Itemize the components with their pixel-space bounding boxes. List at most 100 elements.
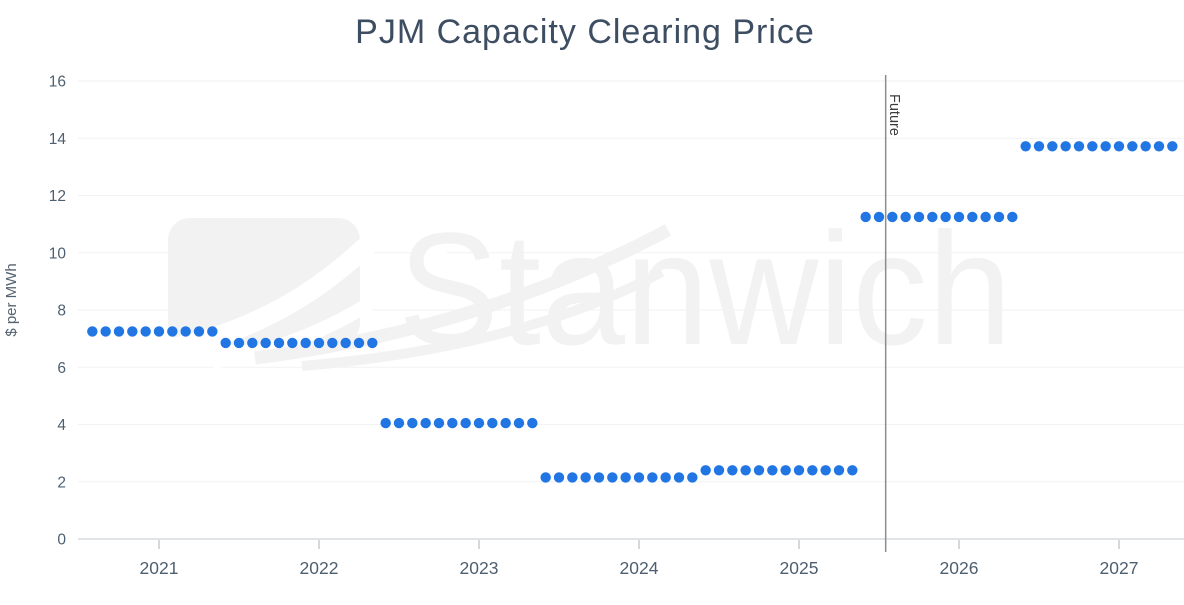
data-point[interactable] xyxy=(820,465,831,476)
data-point[interactable] xyxy=(953,211,965,223)
data-point[interactable] xyxy=(273,337,285,349)
data-point[interactable] xyxy=(327,337,338,349)
data-point[interactable] xyxy=(380,417,391,429)
data-point[interactable] xyxy=(1100,141,1111,152)
data-point[interactable] xyxy=(1127,141,1138,152)
data-point[interactable] xyxy=(1087,141,1098,152)
data-point[interactable] xyxy=(713,465,725,476)
data-point[interactable] xyxy=(807,465,818,476)
data-point[interactable] xyxy=(313,337,325,349)
data-point[interactable] xyxy=(753,465,765,476)
data-point[interactable] xyxy=(1047,141,1058,152)
y-tick-label: 8 xyxy=(57,303,66,320)
data-point[interactable] xyxy=(140,326,151,337)
data-point[interactable] xyxy=(300,337,311,349)
data-point[interactable] xyxy=(460,417,471,429)
data-point[interactable] xyxy=(513,417,525,429)
data-point[interactable] xyxy=(1140,141,1151,152)
data-point[interactable] xyxy=(740,465,751,476)
data-point[interactable] xyxy=(1060,141,1071,152)
watermark-logo-swoosh xyxy=(210,200,488,369)
data-point[interactable] xyxy=(340,337,351,349)
data-point[interactable] xyxy=(1007,211,1018,223)
watermark-logo-swoosh-tail xyxy=(254,224,672,365)
data-point[interactable] xyxy=(593,472,605,483)
data-point[interactable] xyxy=(1167,141,1178,152)
data-point[interactable] xyxy=(180,326,191,337)
watermark: Stanwich xyxy=(148,198,1012,378)
x-tick-label: 2022 xyxy=(300,558,339,578)
y-tick-label: 12 xyxy=(49,188,66,205)
data-point[interactable] xyxy=(553,472,565,483)
data-point[interactable] xyxy=(1033,141,1045,152)
data-point[interactable] xyxy=(247,337,258,349)
data-points xyxy=(87,141,1178,483)
data-point[interactable] xyxy=(113,326,125,337)
data-point[interactable] xyxy=(540,472,551,483)
x-tick-label: 2025 xyxy=(780,558,819,578)
data-point[interactable] xyxy=(940,211,951,223)
data-point[interactable] xyxy=(873,211,885,223)
data-point[interactable] xyxy=(1073,141,1085,152)
data-point[interactable] xyxy=(1020,141,1031,152)
data-point[interactable] xyxy=(367,337,378,349)
data-point[interactable] xyxy=(500,417,511,429)
data-point[interactable] xyxy=(100,326,111,337)
data-point[interactable] xyxy=(153,326,165,337)
data-point[interactable] xyxy=(353,337,365,349)
data-point[interactable] xyxy=(233,337,245,349)
data-point[interactable] xyxy=(287,337,298,349)
data-point[interactable] xyxy=(193,326,205,337)
data-point[interactable] xyxy=(900,211,911,223)
y-tick-label: 14 xyxy=(49,131,67,148)
x-axis: 2021 2022 2023 2024 2025 2026 2027 xyxy=(140,540,1138,578)
data-point[interactable] xyxy=(887,211,898,223)
data-point[interactable] xyxy=(407,417,418,429)
data-point[interactable] xyxy=(913,211,925,223)
data-point[interactable] xyxy=(860,211,871,223)
data-point[interactable] xyxy=(567,472,578,483)
watermark-logo-tile xyxy=(168,218,360,345)
data-point[interactable] xyxy=(447,417,458,429)
data-point[interactable] xyxy=(833,465,845,476)
data-point[interactable] xyxy=(393,417,405,429)
data-point[interactable] xyxy=(647,472,658,483)
data-point[interactable] xyxy=(87,326,98,337)
data-point[interactable] xyxy=(980,211,991,223)
y-tick-label: 16 xyxy=(49,74,66,91)
data-point[interactable] xyxy=(433,417,445,429)
data-point[interactable] xyxy=(127,326,138,337)
data-point[interactable] xyxy=(1113,141,1125,152)
data-point[interactable] xyxy=(727,465,738,476)
data-point[interactable] xyxy=(967,211,978,223)
data-point[interactable] xyxy=(1153,141,1165,152)
data-point[interactable] xyxy=(673,472,685,483)
y-tick-label: 0 xyxy=(57,532,66,549)
data-point[interactable] xyxy=(260,337,271,349)
data-point[interactable] xyxy=(993,211,1005,223)
data-point[interactable] xyxy=(633,472,645,483)
y-tick-label: 6 xyxy=(57,360,66,377)
data-point[interactable] xyxy=(420,417,431,429)
data-point[interactable] xyxy=(660,472,671,483)
x-tick-label: 2024 xyxy=(620,558,659,578)
data-point[interactable] xyxy=(780,465,791,476)
data-point[interactable] xyxy=(220,337,231,349)
data-point[interactable] xyxy=(580,472,591,483)
data-point[interactable] xyxy=(620,472,631,483)
data-point[interactable] xyxy=(527,417,538,429)
data-point[interactable] xyxy=(473,417,485,429)
data-point[interactable] xyxy=(927,211,938,223)
data-point[interactable] xyxy=(793,465,805,476)
data-point[interactable] xyxy=(607,472,618,483)
data-point[interactable] xyxy=(167,326,178,337)
data-point[interactable] xyxy=(687,472,698,483)
data-point[interactable] xyxy=(207,326,218,337)
data-point[interactable] xyxy=(767,465,778,476)
y-tick-label: 2 xyxy=(57,474,66,491)
data-point[interactable] xyxy=(847,465,858,476)
data-point[interactable] xyxy=(487,417,498,429)
data-point[interactable] xyxy=(700,465,711,476)
chart-title: PJM Capacity Clearing Price xyxy=(355,13,815,51)
